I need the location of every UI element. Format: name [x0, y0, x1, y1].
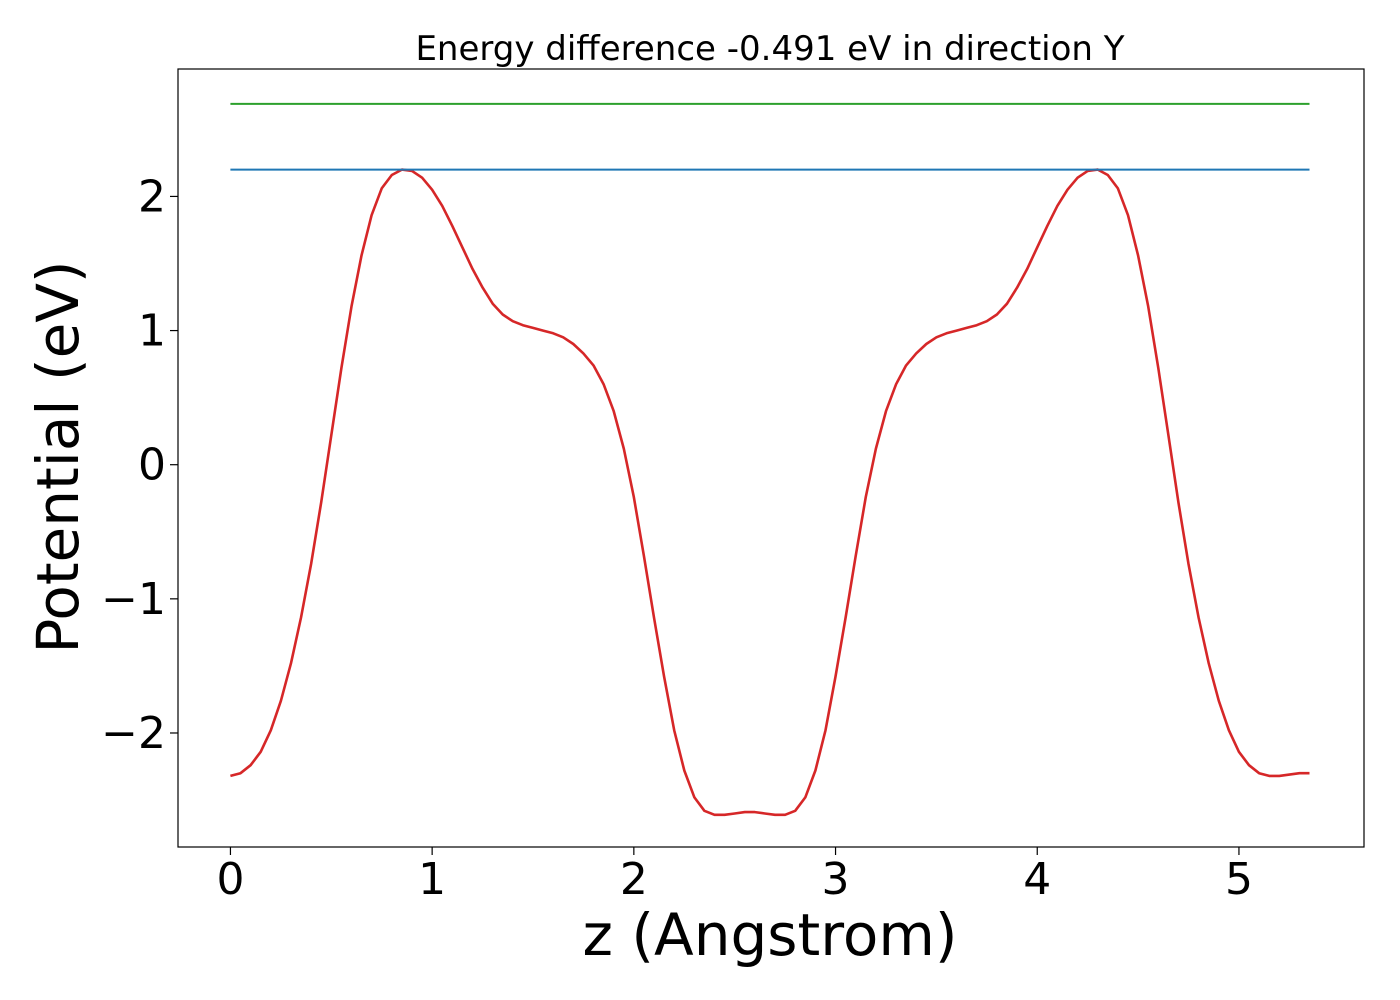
axes-frame — [177, 68, 1365, 848]
y-tick-label: −2 — [101, 708, 166, 759]
x-axis-label: z (Angstrom) — [583, 901, 958, 969]
x-tick-label: 1 — [418, 854, 446, 905]
x-tick-label: 3 — [822, 854, 850, 905]
y-axis-label: Potential (eV) — [24, 260, 92, 653]
y-tick-label: 0 — [138, 440, 166, 491]
y-tick-label: 2 — [138, 171, 166, 222]
x-axis-ticks: 0 1 2 3 4 5 — [216, 847, 1253, 905]
x-tick-label: 5 — [1225, 854, 1253, 905]
plot-area — [177, 68, 1365, 848]
chart-title: Energy difference -0.491 eV in direction… — [415, 29, 1124, 69]
x-tick-label: 0 — [216, 854, 244, 905]
x-tick-label: 4 — [1023, 854, 1051, 905]
series-line-1 — [230, 168, 1310, 817]
y-tick-label: −1 — [101, 574, 166, 625]
y-axis-ticks: −2 −1 0 1 2 — [101, 171, 178, 759]
y-tick-label: 1 — [138, 306, 166, 357]
x-tick-label: 2 — [620, 854, 648, 905]
